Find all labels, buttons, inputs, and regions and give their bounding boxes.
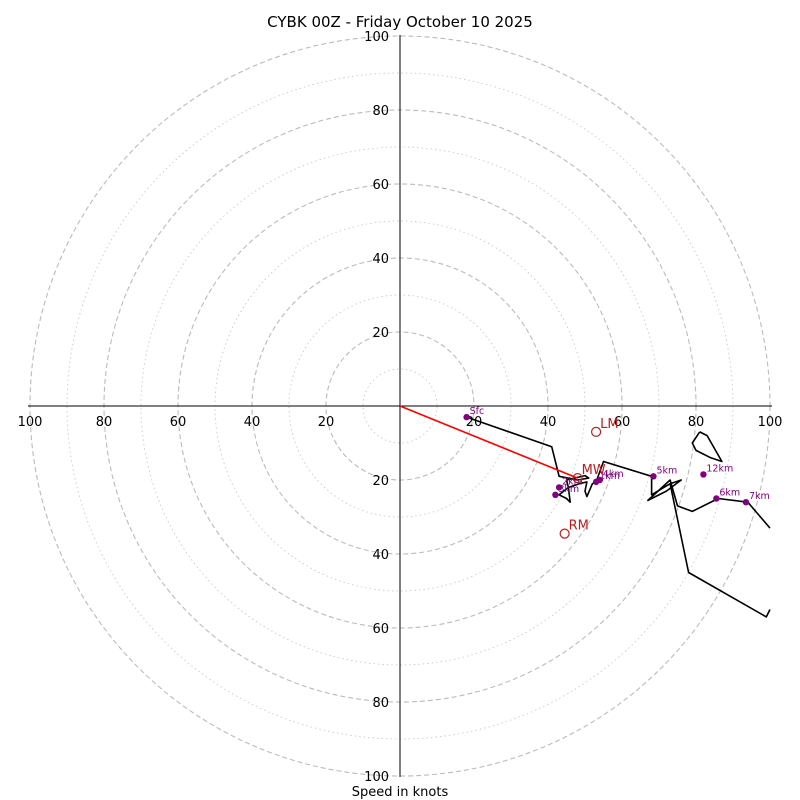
tick-label-right: 60 <box>614 415 631 430</box>
height-marker-label: 4km <box>603 469 624 480</box>
tick-label-bottom: 20 <box>372 474 389 489</box>
hodograph-traces <box>399 405 771 618</box>
height-marker-dot <box>700 471 707 478</box>
hodograph-trace-line <box>466 416 771 529</box>
tick-label-right: 80 <box>688 415 705 430</box>
x-axis-label: Speed in knots <box>352 785 449 800</box>
storm-motion-marker <box>590 426 602 437</box>
tick-labels: 20 20 20 40 40 40 60 60 60 80 80 80 100 100 100 100 80 60… <box>18 30 783 785</box>
tick-label-left: 20 <box>318 415 335 430</box>
tick-label-bottom: 60 <box>372 622 389 637</box>
height-marker-dot <box>552 491 559 498</box>
tick-label-top: 60 <box>372 178 389 193</box>
height-marker-dot <box>742 499 750 506</box>
height-marker-label: 5km <box>656 465 677 476</box>
tick-label-top: 100 <box>364 30 389 45</box>
tick-label-left: 100 <box>18 415 43 430</box>
storm-motion-label: LM <box>600 417 618 432</box>
height-marker-label: Sfc <box>470 406 485 417</box>
height-marker-dot <box>713 495 720 502</box>
storm-motion-marker <box>559 528 570 539</box>
tick-label-left: 60 <box>170 415 187 430</box>
mean-wind-vector <box>399 405 578 479</box>
height-marker-dot <box>596 476 603 484</box>
tick-label-top: 20 <box>372 326 389 341</box>
height-marker-label: 2km <box>562 476 583 487</box>
hodograph-exit-segment <box>669 483 771 618</box>
tick-label-bottom: 80 <box>372 696 389 711</box>
tick-label-right: 40 <box>540 415 557 430</box>
height-marker-label: 7km <box>749 491 770 502</box>
storm-motions: LM MW RM <box>559 417 619 539</box>
tick-label-bottom: 100 <box>364 770 389 785</box>
hodograph-upper-segment <box>691 431 723 463</box>
storm-motion-marker <box>572 473 583 484</box>
height-marker-dot <box>650 473 657 480</box>
height-marker-dot <box>463 413 470 421</box>
storm-motion-label: RM <box>569 519 589 534</box>
tick-label-top: 80 <box>372 104 389 119</box>
tick-label-left: 40 <box>244 415 261 430</box>
storm-motion-label: MW <box>582 463 606 478</box>
height-marker-label: 6km <box>719 488 740 499</box>
tick-label-left: 80 <box>96 415 113 430</box>
height-marker-label: 12km <box>706 463 733 474</box>
height-marker-label: 3km <box>558 484 579 495</box>
tick-label-bottom: 40 <box>372 548 389 563</box>
tick-label-right: 100 <box>758 415 783 430</box>
tick-label-top: 40 <box>372 252 389 267</box>
chart-title: CYBK 00Z - Friday October 10 2025 <box>267 13 533 31</box>
height-marker-dot <box>555 484 563 491</box>
height-marker-label: 1km <box>599 471 620 482</box>
